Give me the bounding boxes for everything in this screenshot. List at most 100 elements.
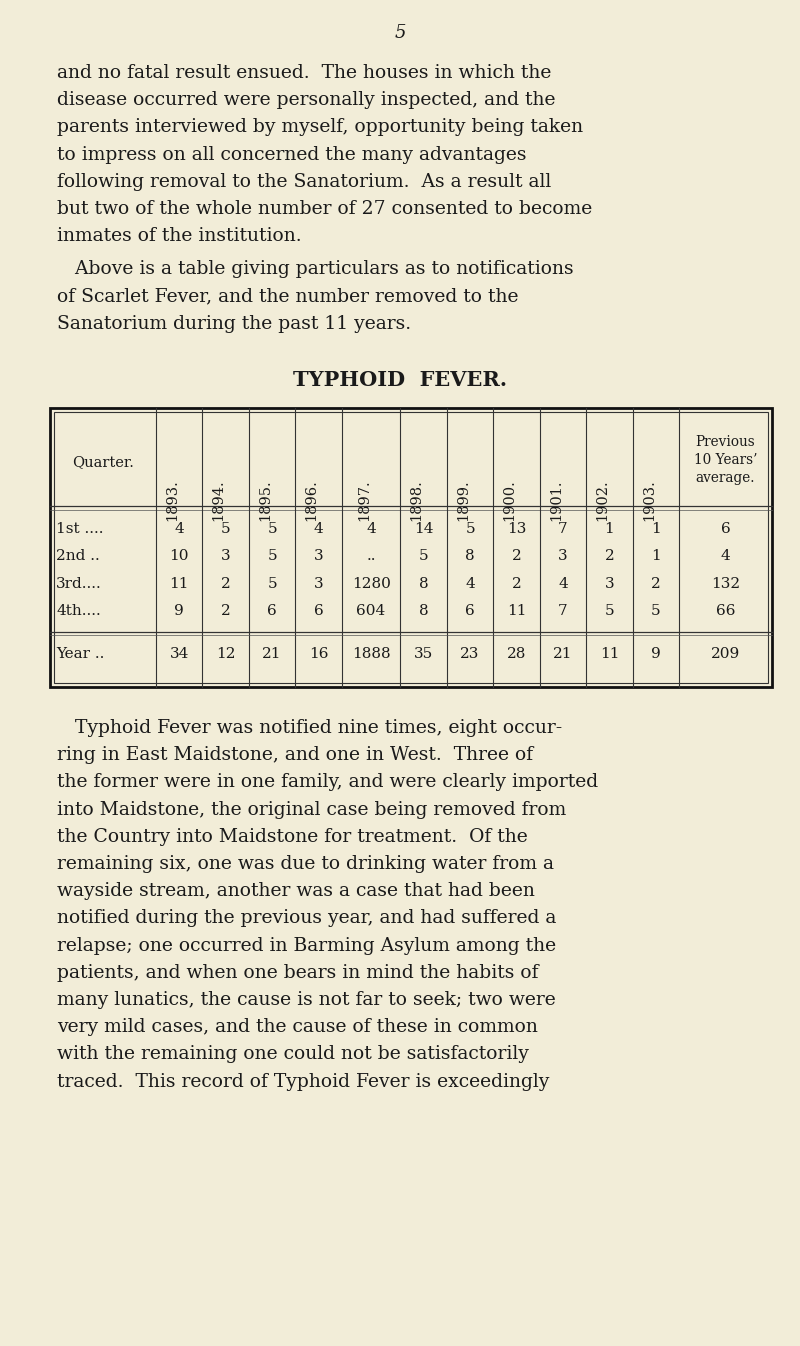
Text: 4: 4: [314, 522, 323, 536]
Text: 4: 4: [721, 549, 730, 563]
Text: 66: 66: [716, 604, 735, 618]
Text: 3: 3: [314, 549, 323, 563]
Text: 5: 5: [605, 604, 614, 618]
Text: 21: 21: [554, 646, 573, 661]
Text: remaining six, one was due to drinking water from a: remaining six, one was due to drinking w…: [57, 855, 554, 874]
Text: 209: 209: [711, 646, 740, 661]
Text: 1899.: 1899.: [456, 479, 470, 521]
Text: Year ..: Year ..: [56, 646, 104, 661]
Text: 2: 2: [221, 576, 230, 591]
Text: 1: 1: [651, 549, 661, 563]
Text: with the remaining one could not be satisfactorily: with the remaining one could not be sati…: [57, 1046, 529, 1063]
Text: 4: 4: [174, 522, 184, 536]
Text: 6: 6: [314, 604, 323, 618]
Text: many lunatics, the cause is not far to seek; two were: many lunatics, the cause is not far to s…: [57, 991, 556, 1010]
Text: 604: 604: [357, 604, 386, 618]
Text: 3: 3: [221, 549, 230, 563]
Text: ..: ..: [366, 549, 376, 563]
Text: 9: 9: [174, 604, 184, 618]
Text: traced.  This record of Typhoid Fever is exceedingly: traced. This record of Typhoid Fever is …: [57, 1073, 550, 1090]
Text: 1: 1: [605, 522, 614, 536]
Text: 3rd....: 3rd....: [56, 576, 102, 591]
Text: 6: 6: [465, 604, 475, 618]
Text: 1898.: 1898.: [410, 479, 424, 521]
Text: 1: 1: [651, 522, 661, 536]
Text: 4: 4: [366, 522, 376, 536]
Text: of Scarlet Fever, and the number removed to the: of Scarlet Fever, and the number removed…: [57, 288, 518, 306]
Text: 5: 5: [267, 576, 277, 591]
Text: 2nd ..: 2nd ..: [56, 549, 100, 563]
Text: 10: 10: [170, 549, 189, 563]
Text: very mild cases, and the cause of these in common: very mild cases, and the cause of these …: [57, 1018, 538, 1036]
Text: Previous
10 Years’
average.: Previous 10 Years’ average.: [694, 435, 758, 485]
Text: Typhoid Fever was notified nine times, eight occur-: Typhoid Fever was notified nine times, e…: [57, 719, 562, 738]
Text: relapse; one occurred in Barming Asylum among the: relapse; one occurred in Barming Asylum …: [57, 937, 556, 954]
Text: notified during the previous year, and had suffered a: notified during the previous year, and h…: [57, 910, 556, 927]
Text: 2: 2: [605, 549, 614, 563]
Text: 5: 5: [651, 604, 661, 618]
Text: wayside stream, another was a case that had been: wayside stream, another was a case that …: [57, 882, 535, 900]
Text: 3: 3: [314, 576, 323, 591]
Text: 6: 6: [267, 604, 277, 618]
Text: 1901.: 1901.: [549, 479, 563, 521]
Text: 28: 28: [507, 646, 526, 661]
Bar: [54, 412, 768, 682]
Text: 1903.: 1903.: [642, 479, 656, 521]
Text: Sanatorium during the past 11 years.: Sanatorium during the past 11 years.: [57, 315, 411, 332]
Text: 11: 11: [600, 646, 619, 661]
Text: 12: 12: [216, 646, 235, 661]
Text: 1893.: 1893.: [166, 479, 179, 521]
Text: disease occurred were personally inspected, and the: disease occurred were personally inspect…: [57, 92, 555, 109]
Text: parents interviewed by myself, opportunity being taken: parents interviewed by myself, opportuni…: [57, 118, 583, 136]
Text: Above is a table giving particulars as to notifications: Above is a table giving particulars as t…: [57, 260, 574, 279]
Text: 2: 2: [512, 549, 522, 563]
Text: 7: 7: [558, 522, 568, 536]
Text: 4th....: 4th....: [56, 604, 101, 618]
Text: 3: 3: [605, 576, 614, 591]
Text: the Country into Maidstone for treatment.  Of the: the Country into Maidstone for treatment…: [57, 828, 528, 845]
Text: ring in East Maidstone, and one in West.  Three of: ring in East Maidstone, and one in West.…: [57, 746, 533, 765]
Text: 34: 34: [170, 646, 189, 661]
Text: 11: 11: [506, 604, 526, 618]
Text: 5: 5: [267, 522, 277, 536]
Text: into Maidstone, the original case being removed from: into Maidstone, the original case being …: [57, 801, 566, 818]
Text: 8: 8: [419, 576, 429, 591]
Text: 3: 3: [558, 549, 568, 563]
Text: 11: 11: [170, 576, 189, 591]
Text: 21: 21: [262, 646, 282, 661]
Text: to impress on all concerned the many advantages: to impress on all concerned the many adv…: [57, 145, 526, 164]
Text: 5: 5: [419, 549, 429, 563]
Text: inmates of the institution.: inmates of the institution.: [57, 227, 302, 245]
Text: 5: 5: [267, 549, 277, 563]
Text: 2: 2: [651, 576, 661, 591]
Text: 4: 4: [558, 576, 568, 591]
Text: 132: 132: [711, 576, 740, 591]
Text: 1894.: 1894.: [212, 479, 226, 521]
Text: the former were in one family, and were clearly imported: the former were in one family, and were …: [57, 774, 598, 791]
Text: 1895.: 1895.: [258, 479, 272, 521]
Text: 5: 5: [221, 522, 230, 536]
Text: Quarter.: Quarter.: [72, 455, 134, 468]
Text: 1897.: 1897.: [357, 479, 371, 521]
Text: 6: 6: [721, 522, 730, 536]
Text: 23: 23: [460, 646, 480, 661]
Text: following removal to the Sanatorium.  As a result all: following removal to the Sanatorium. As …: [57, 172, 551, 191]
Bar: [50, 408, 772, 686]
Text: 1900.: 1900.: [502, 479, 517, 521]
Text: but two of the whole number of 27 consented to become: but two of the whole number of 27 consen…: [57, 201, 592, 218]
Text: 1888: 1888: [352, 646, 390, 661]
Text: 1st ....: 1st ....: [56, 522, 103, 536]
Text: 2: 2: [512, 576, 522, 591]
Text: 35: 35: [414, 646, 434, 661]
Text: 8: 8: [419, 604, 429, 618]
Text: 14: 14: [414, 522, 434, 536]
Text: 1902.: 1902.: [595, 479, 610, 521]
Text: 1896.: 1896.: [305, 479, 318, 521]
Text: 13: 13: [507, 522, 526, 536]
Text: 16: 16: [309, 646, 328, 661]
Text: TYPHOID  FEVER.: TYPHOID FEVER.: [293, 370, 507, 390]
Text: 1280: 1280: [352, 576, 390, 591]
Text: 5: 5: [394, 24, 406, 42]
Text: 2: 2: [221, 604, 230, 618]
Text: 7: 7: [558, 604, 568, 618]
